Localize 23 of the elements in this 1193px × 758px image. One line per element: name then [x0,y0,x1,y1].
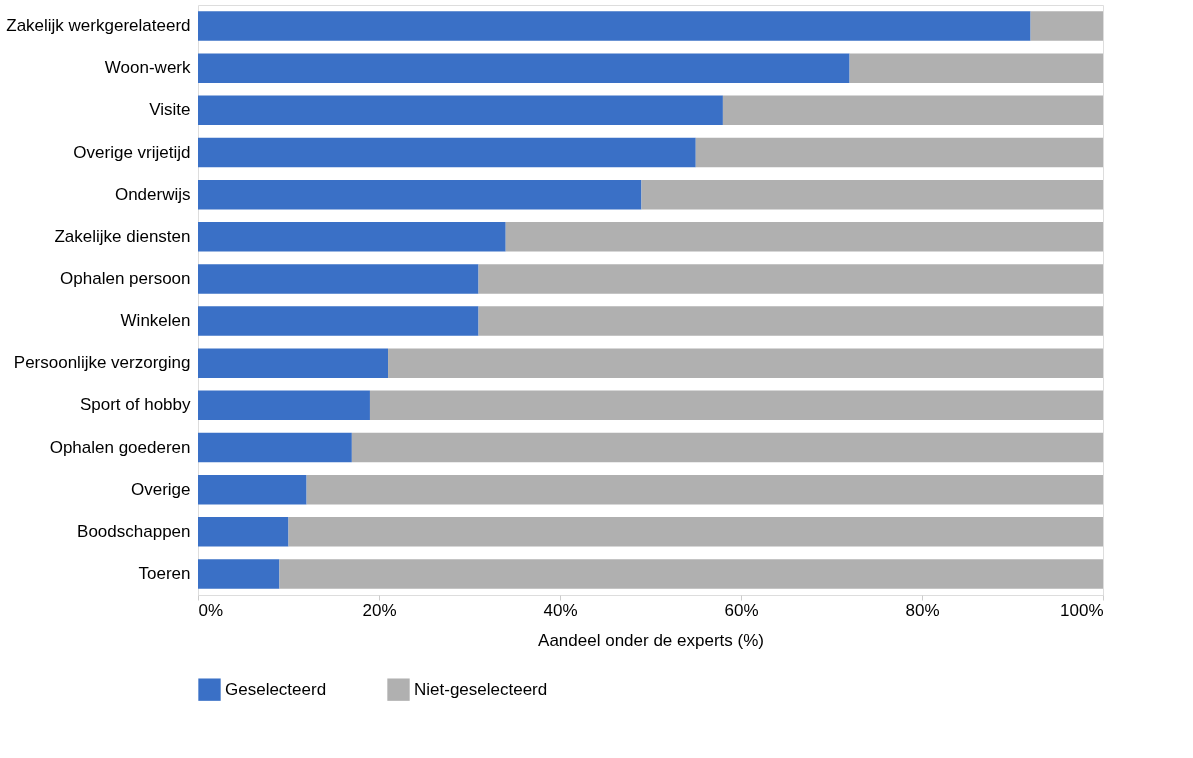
y-tick-label: Toeren [138,563,191,583]
x-tick-label: 0% [198,600,224,620]
y-tick-label: Zakelijk werkgerelateerd [6,16,191,36]
y-tick-label: Overige [130,479,191,499]
y-tick-label: Sport of hobby [79,395,191,415]
y-tick-label: Ophalen persoon [60,268,191,288]
x-tick-label: 80% [905,600,940,620]
y-tick-label: Overige vrijetijd [73,142,191,162]
y-tick-label: Zakelijke diensten [54,226,191,246]
legend-label: Niet-geselecteerd [414,679,548,699]
y-tick-label: Onderwijs [114,184,191,204]
y-tick-label: Winkelen [120,311,191,331]
legend-label: Geselecteerd [225,679,327,699]
y-tick-label: Persoonlijke verzorging [13,353,191,373]
x-tick-label: 40% [543,600,578,620]
y-tick-label: Ophalen goederen [49,437,191,457]
x-tick-label: 100% [1060,600,1104,620]
x-tick-label: 60% [724,600,759,620]
y-tick-label: Visite [149,100,191,120]
y-tick-label: Woon-werk [104,58,191,78]
y-tick-label: Boodschappen [77,521,191,541]
x-tick-label: 20% [362,600,397,620]
x-axis-title: Aandeel onder de experts (%) [538,630,764,650]
